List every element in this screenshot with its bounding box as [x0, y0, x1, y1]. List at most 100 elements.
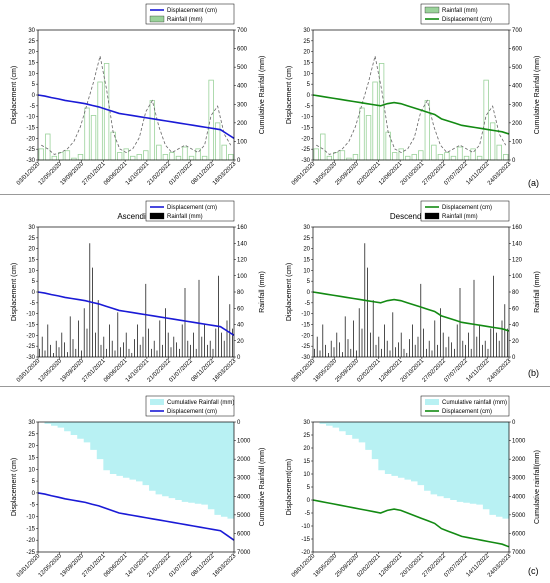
y-tick-label: -30: [26, 355, 35, 361]
legend-label: Rainfall (mm): [167, 17, 203, 23]
x-tick-label: 24/03/2023: [487, 358, 513, 384]
rainfall-bar: [64, 150, 71, 161]
y-axis-label: Displacement (cm): [11, 66, 18, 124]
y2-tick-label: 40: [237, 323, 244, 329]
y2-tick-label: 20: [237, 339, 244, 345]
rainfall-bar: [450, 155, 457, 161]
y-tick-label: -15: [301, 323, 310, 329]
displacement-line: [312, 499, 510, 548]
rainfall-bar: [201, 155, 208, 161]
y-tick-label: -20: [26, 136, 35, 142]
y-tick-label: -15: [301, 126, 310, 132]
rainfall-bar: [169, 152, 175, 161]
rainfall-bar: [103, 63, 110, 161]
rainfall-bar: [365, 115, 372, 161]
y-tick-label: -15: [26, 126, 35, 132]
y2-tick-label: 100: [512, 274, 523, 280]
y-tick-label: -20: [301, 136, 310, 142]
chart-a-right: -30 -25 -20 -15 -10 -5 0 5 10 15 20 25 30 0 100 200 300 4…: [275, 0, 550, 188]
rainfall-bar: [77, 154, 84, 161]
y2-tick-label: 3000: [237, 476, 251, 482]
y-tick-label: -10: [301, 524, 310, 530]
rainfall-bar: [489, 122, 496, 161]
y2-tick-label: 400: [512, 84, 523, 90]
y-tick-label: 5: [32, 279, 36, 285]
y2-tick-label: 140: [512, 241, 523, 247]
y2-tick-label: 7000: [237, 550, 251, 556]
cumulative-rainfall-area: [38, 422, 234, 519]
y-tick-label: 20: [303, 446, 310, 452]
y-tick-label: -20: [301, 550, 310, 556]
chart-c-left: -25 -20 -15 -10 -5 0 5 10 15 20 25 30 0 1000 2000 3000 4…: [0, 392, 275, 580]
plot-frame: [37, 421, 235, 553]
legend-box: [420, 395, 510, 417]
y-axis-label: Displacement (cm): [286, 263, 293, 321]
y2-axis-label: Cumulative Rainfall (mm): [534, 56, 541, 135]
rainfall-bar: [136, 154, 142, 161]
rainfall-bar: [391, 152, 398, 161]
y-tick-label: 15: [303, 61, 310, 67]
rainfall-bar: [359, 107, 365, 161]
y-tick-label: 30: [28, 28, 35, 34]
y2-tick-label: 160: [512, 225, 523, 231]
rainfall-bar: [352, 154, 359, 161]
legend-label: Rainfall (mm): [167, 214, 203, 220]
rainfall-bar: [463, 155, 470, 161]
rainfall-bar: [476, 155, 483, 161]
y2-tick-label: 0: [237, 355, 241, 361]
y-tick-label: -30: [301, 355, 310, 361]
y-tick-label: 10: [28, 467, 35, 473]
y2-tick-label: 80: [512, 290, 519, 296]
rainfall-bar: [208, 79, 214, 161]
y2-axis-label: Rainfall (mm): [259, 271, 266, 313]
y2-tick-label: 100: [237, 139, 248, 145]
rainfall-bar: [372, 81, 378, 161]
legend-swatch: [149, 212, 165, 220]
y2-tick-label: 2000: [237, 457, 251, 463]
y-tick-label: -5: [305, 511, 311, 517]
y-tick-label: 30: [303, 28, 310, 34]
y-axis-label: Displacement (cm): [11, 458, 18, 516]
y2-tick-label: 40: [512, 323, 519, 329]
rainfall-bar: [444, 152, 450, 161]
y-tick-label: -30: [26, 158, 35, 164]
x-tick-label: 24/03/2023: [487, 553, 513, 579]
y-tick-label: 25: [28, 39, 35, 45]
legend-label: Displacement (cm): [442, 17, 492, 23]
y-tick-label: 10: [303, 71, 310, 77]
y-tick-label: 15: [28, 258, 35, 264]
y-tick-label: 5: [307, 279, 311, 285]
y-tick-label: 10: [303, 472, 310, 478]
rainfall-bar: [483, 79, 489, 161]
y2-tick-label: 600: [237, 47, 248, 53]
chart-svg: Descending -30 -25 -20 -15 -10 -5 0 5 10 15 20 25 30 0…: [286, 200, 541, 384]
chart-svg: -25 -20 -15 -10 -5 0 5 10 15 20 25 30 0 1000 2000 3000 4…: [11, 395, 266, 579]
y2-tick-label: 120: [512, 258, 523, 264]
y2-tick-label: 60: [512, 306, 519, 312]
rainfall-bar: [175, 155, 182, 161]
y2-tick-label: 6000: [512, 531, 526, 537]
y-tick-label: -15: [26, 323, 35, 329]
y2-tick-label: 700: [512, 28, 523, 34]
y2-tick-label: 80: [237, 290, 244, 296]
y-axis-label: Displacement (cm): [11, 263, 18, 321]
y2-tick-label: 100: [237, 274, 248, 280]
rainfall-bar: [162, 154, 169, 161]
legend-box: [145, 395, 235, 417]
y2-axis-label: Cumulative Rainfall (mm): [259, 448, 266, 527]
chart-svg: -20 -15 -10 -5 0 5 10 15 20 25 30 0 1000 2000 3000 4000…: [286, 395, 541, 579]
panel-label-c: (c): [528, 566, 539, 576]
plot-frame: [37, 29, 235, 161]
y2-tick-label: 120: [237, 258, 248, 264]
y2-tick-label: 20: [512, 339, 519, 345]
rainfall-bar: [188, 155, 195, 161]
y-tick-label: 15: [28, 61, 35, 67]
rainfall-bar: [228, 154, 234, 161]
rainfall-bar: [143, 150, 149, 161]
y-tick-label: 0: [32, 93, 36, 99]
legend-label: Cumulative Rainfall (mm): [167, 400, 234, 406]
y-tick-label: 0: [32, 290, 36, 296]
y2-tick-label: 200: [237, 121, 248, 127]
rainfall-bar: [418, 150, 424, 161]
legend-swatch: [425, 399, 439, 405]
